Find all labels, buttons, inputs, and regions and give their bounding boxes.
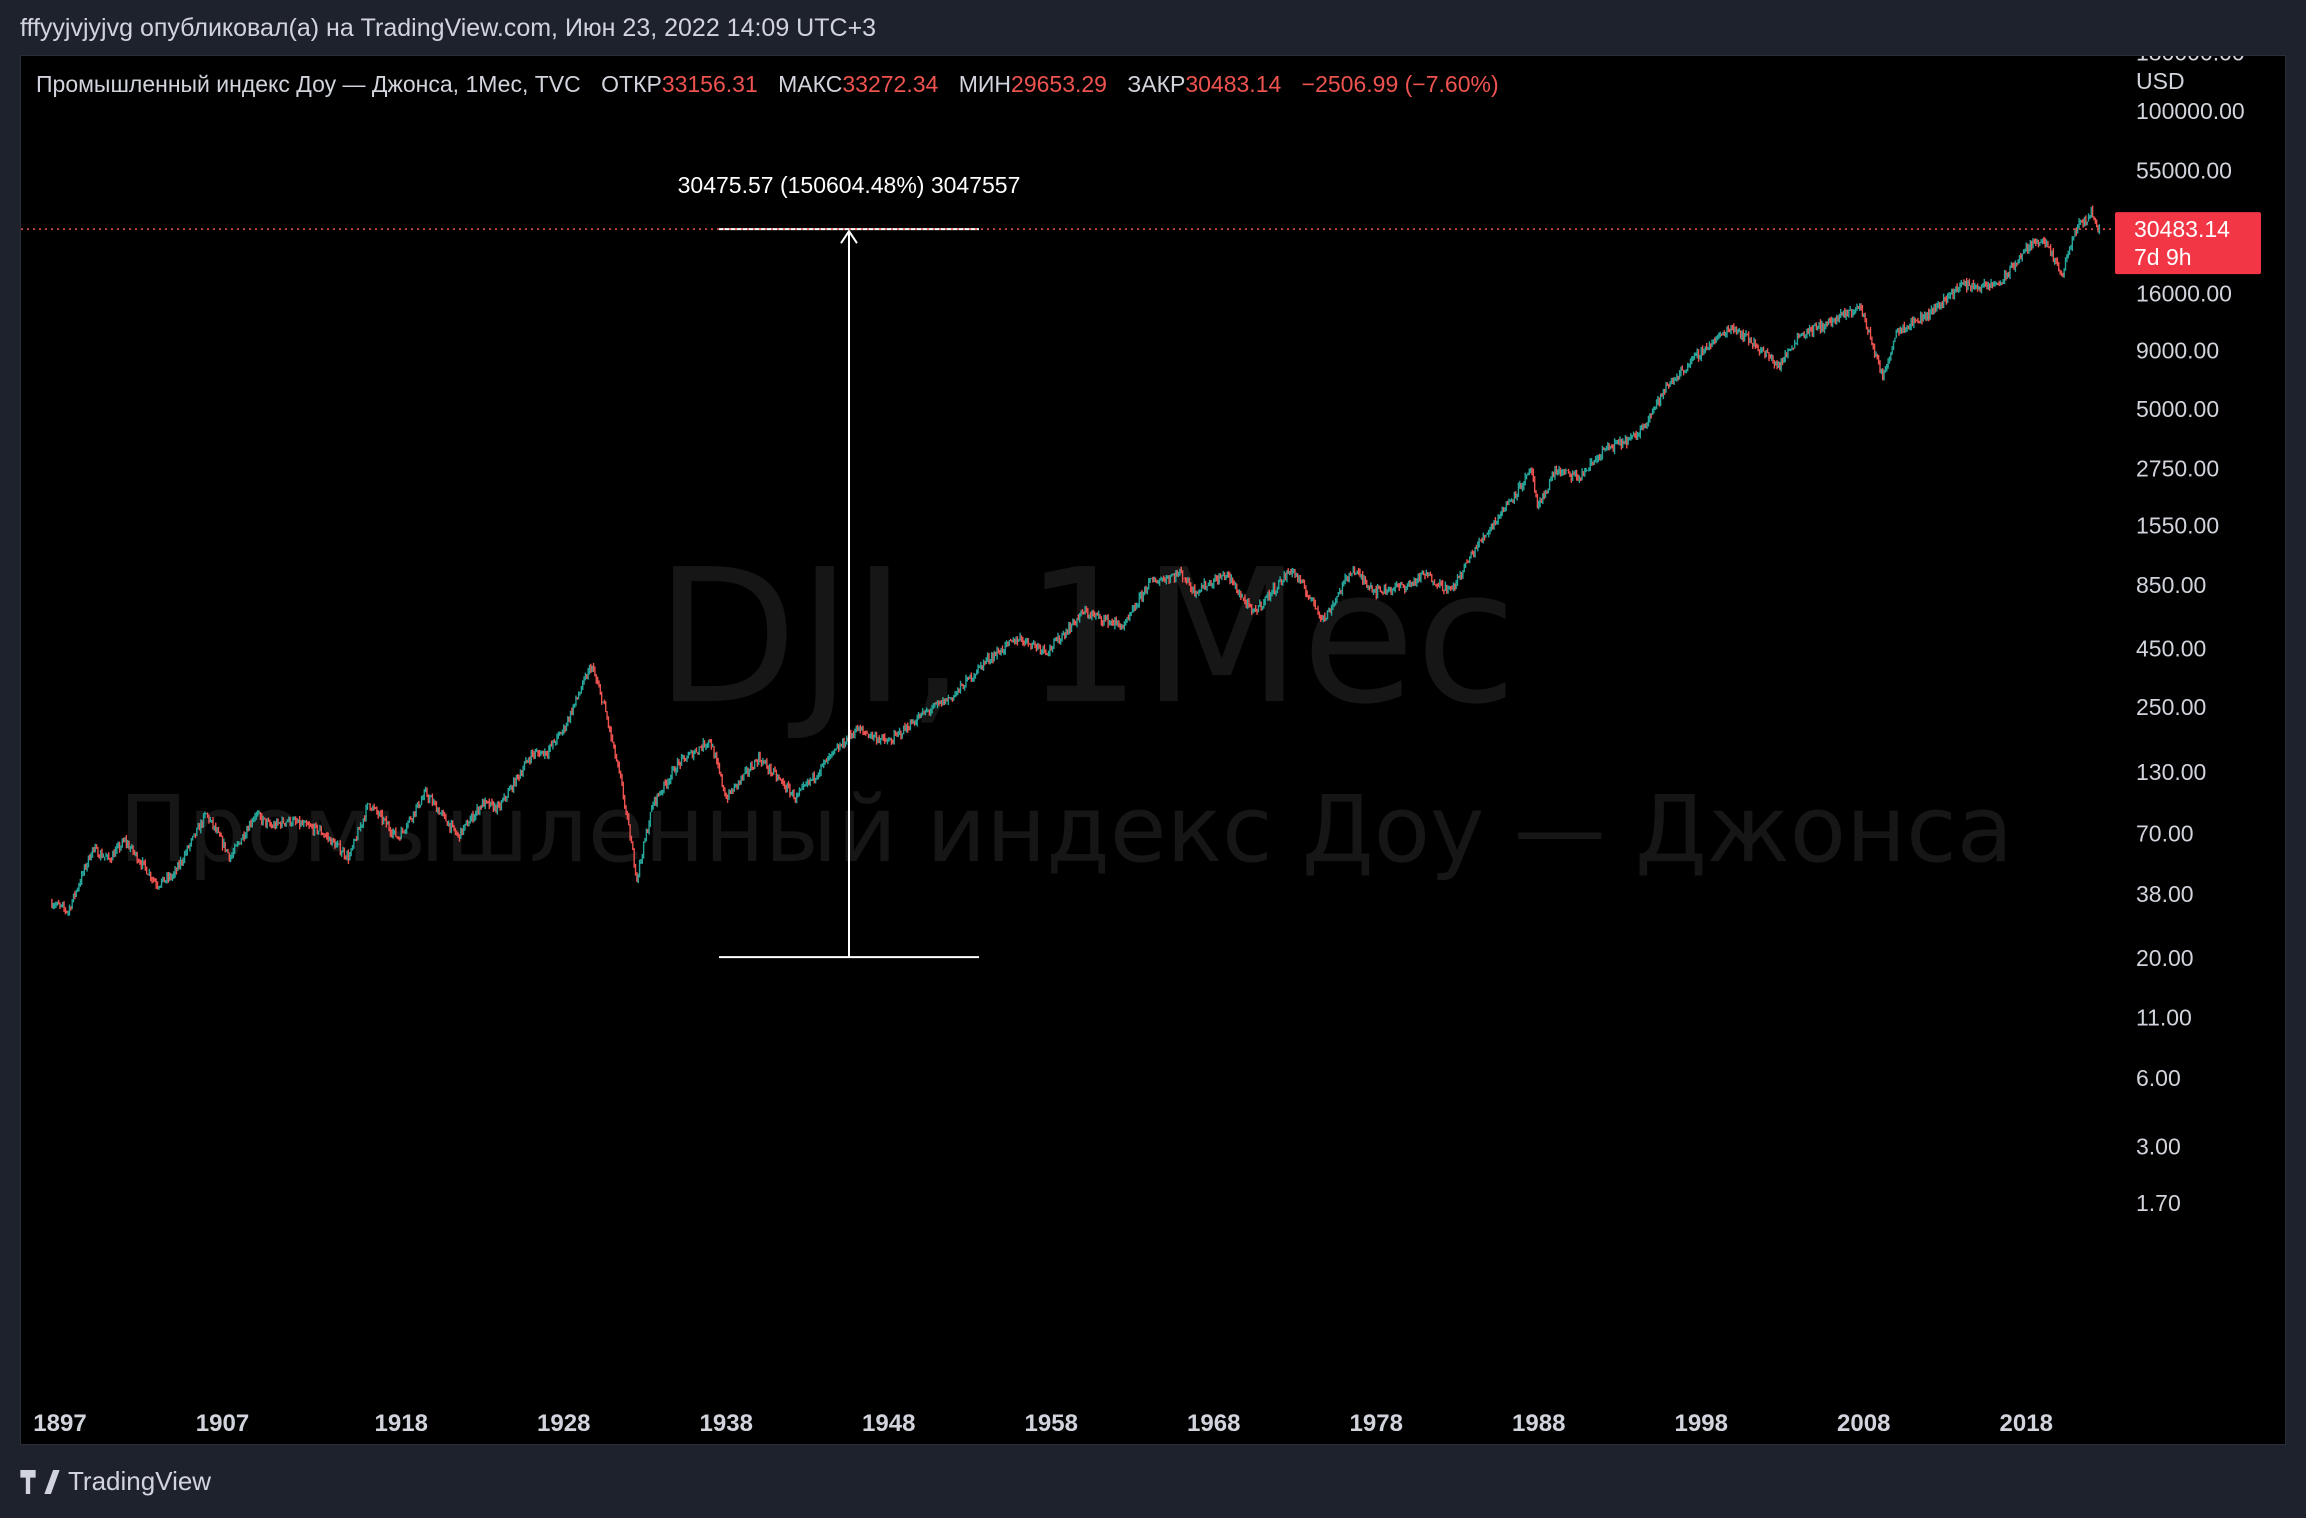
x-tick-label: 2008 bbox=[1837, 1410, 1890, 1437]
y-tick-label: 250.00 bbox=[2136, 694, 2206, 720]
y-tick-label: 100000.00 bbox=[2136, 98, 2245, 124]
x-tick-label: 1897 bbox=[33, 1410, 86, 1437]
close-label: ЗАКР bbox=[1127, 71, 1186, 97]
y-tick-label: 70.00 bbox=[2136, 820, 2194, 846]
time-axis[interactable]: 1897 1907 1918 1928 1938 1948 1958 1968 1978 1988… bbox=[33, 1410, 2053, 1437]
y-tick-label: 38.00 bbox=[2136, 881, 2194, 907]
low-label: МИН bbox=[958, 71, 1012, 97]
high-value: 33272.34 bbox=[842, 71, 939, 97]
x-tick-label: 2018 bbox=[2000, 1410, 2053, 1437]
close-value: 30483.14 bbox=[1185, 71, 1282, 97]
tradingview-footer[interactable]: TradingView bbox=[20, 1466, 211, 1497]
y-tick-label: 55000.00 bbox=[2136, 157, 2232, 183]
y-tick-label: 180000.00 bbox=[2136, 56, 2245, 66]
watermark-title: DJI, 1Мес bbox=[655, 529, 1517, 745]
publication-header: fffyyjvjyjvg опубликовал(а) на TradingVi… bbox=[20, 14, 877, 42]
y-tick-label: 20.00 bbox=[2136, 945, 2194, 971]
change-value: −2506.99 (−7.60%) bbox=[1301, 71, 1499, 97]
chart-panel[interactable]: Промышленный индекс Доу — Джонса, 1Мес, … bbox=[20, 55, 2286, 1445]
x-tick-label: 1928 bbox=[537, 1410, 590, 1437]
y-tick-label: 11.00 bbox=[2136, 1005, 2192, 1031]
symbol-name[interactable]: Промышленный индекс Доу — Джонса, 1Мес, … bbox=[36, 71, 581, 97]
watermark-subtitle: Промышленный индекс Доу — Джонса bbox=[119, 776, 2013, 883]
y-tick-label: 1550.00 bbox=[2136, 512, 2219, 538]
x-tick-label: 1968 bbox=[1187, 1410, 1240, 1437]
open-value: 33156.31 bbox=[661, 71, 758, 97]
y-tick-label: 5000.00 bbox=[2136, 396, 2219, 422]
high-label: МАКС bbox=[778, 71, 843, 97]
measure-arrow-icon bbox=[840, 229, 858, 244]
price-tag-countdown: 7d 9h bbox=[2134, 244, 2192, 270]
y-tick-label: 9000.00 bbox=[2136, 337, 2219, 363]
price-tag-value: 30483.14 bbox=[2134, 216, 2230, 242]
x-tick-label: 1958 bbox=[1025, 1410, 1078, 1437]
price-chart[interactable]: DJI, 1Мес Промышленный индекс Доу — Джон… bbox=[21, 56, 2286, 1445]
y-tick-label: 6.00 bbox=[2136, 1065, 2181, 1091]
y-tick-label: 1.70 bbox=[2136, 1190, 2181, 1216]
x-tick-label: 1998 bbox=[1675, 1410, 1728, 1437]
y-tick-label: 16000.00 bbox=[2136, 280, 2232, 306]
y-tick-label: 3.00 bbox=[2136, 1134, 2181, 1160]
y-tick-label: 850.00 bbox=[2136, 572, 2206, 598]
tradingview-logo-icon bbox=[20, 1469, 60, 1494]
low-value: 29653.29 bbox=[1011, 71, 1107, 97]
currency-label[interactable]: USD bbox=[2136, 68, 2185, 94]
brand-name: TradingView bbox=[68, 1466, 212, 1496]
x-tick-label: 1918 bbox=[375, 1410, 428, 1437]
measure-label: 30475.57 (150604.48%) 3047557 bbox=[678, 172, 1021, 198]
y-tick-label: 450.00 bbox=[2136, 635, 2206, 661]
open-label: ОТКР bbox=[601, 71, 662, 97]
x-tick-label: 1978 bbox=[1350, 1410, 1403, 1437]
measure-tool[interactable]: 30475.57 (150604.48%) 3047557 bbox=[678, 172, 1021, 959]
y-tick-label: 2750.00 bbox=[2136, 455, 2219, 481]
x-tick-label: 1938 bbox=[700, 1410, 753, 1437]
x-tick-label: 1907 bbox=[196, 1410, 249, 1437]
x-tick-label: 1948 bbox=[862, 1410, 915, 1437]
price-axis[interactable]: 180000.00 100000.00 55000.00 16000.00 9000.0… bbox=[2136, 56, 2245, 1216]
price-tag bbox=[2115, 212, 2261, 275]
symbol-legend: Промышленный индекс Доу — Джонса, 1Мес, … bbox=[36, 71, 1499, 98]
x-tick-label: 1988 bbox=[1512, 1410, 1565, 1437]
candlestick-series bbox=[51, 205, 2101, 916]
y-tick-label: 130.00 bbox=[2136, 759, 2206, 785]
